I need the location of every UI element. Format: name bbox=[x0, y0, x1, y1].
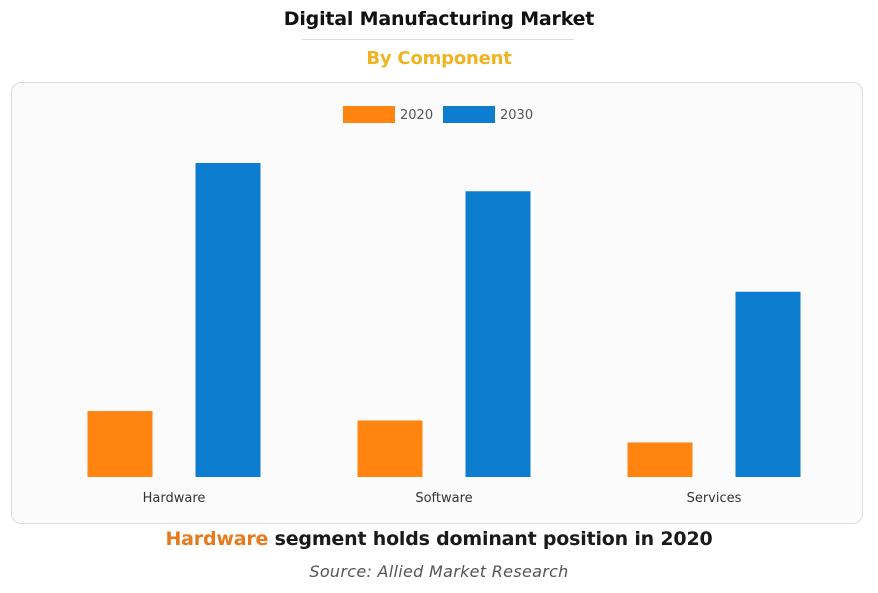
source-note: Source: Allied Market Research bbox=[309, 562, 569, 581]
x-tick-label-services: Services bbox=[687, 491, 742, 506]
legend-swatch-2030 bbox=[443, 106, 495, 123]
chart-subtitle: By Component bbox=[366, 48, 512, 69]
chart-legend: 2020 2030 bbox=[343, 106, 533, 123]
bar-software-2030 bbox=[465, 191, 531, 477]
x-tick-label-hardware: Hardware bbox=[143, 491, 206, 506]
legend-label-2020: 2020 bbox=[400, 108, 433, 123]
bar-hardware-2020 bbox=[87, 411, 153, 477]
bar-software-2020 bbox=[357, 420, 423, 477]
bar-hardware-2030 bbox=[195, 163, 261, 477]
x-tick-label-software: Software bbox=[415, 491, 472, 506]
title-divider bbox=[302, 39, 574, 40]
legend-label-2030: 2030 bbox=[500, 108, 533, 123]
chart-card: 2020 2030 Hardware Software Services bbox=[11, 82, 863, 524]
chart-title: Digital Manufacturing Market bbox=[283, 8, 595, 30]
chart-caption: Hardware segment holds dominant position… bbox=[0, 528, 878, 550]
caption-text: segment holds dominant position in 2020 bbox=[268, 528, 713, 550]
bar-services-2030 bbox=[735, 291, 801, 477]
caption-highlight: Hardware bbox=[165, 528, 269, 550]
bar-services-2020 bbox=[627, 442, 693, 477]
bar-chart: 2020 2030 Hardware Software Services bbox=[87, 106, 801, 506]
legend-swatch-2020 bbox=[343, 106, 395, 123]
